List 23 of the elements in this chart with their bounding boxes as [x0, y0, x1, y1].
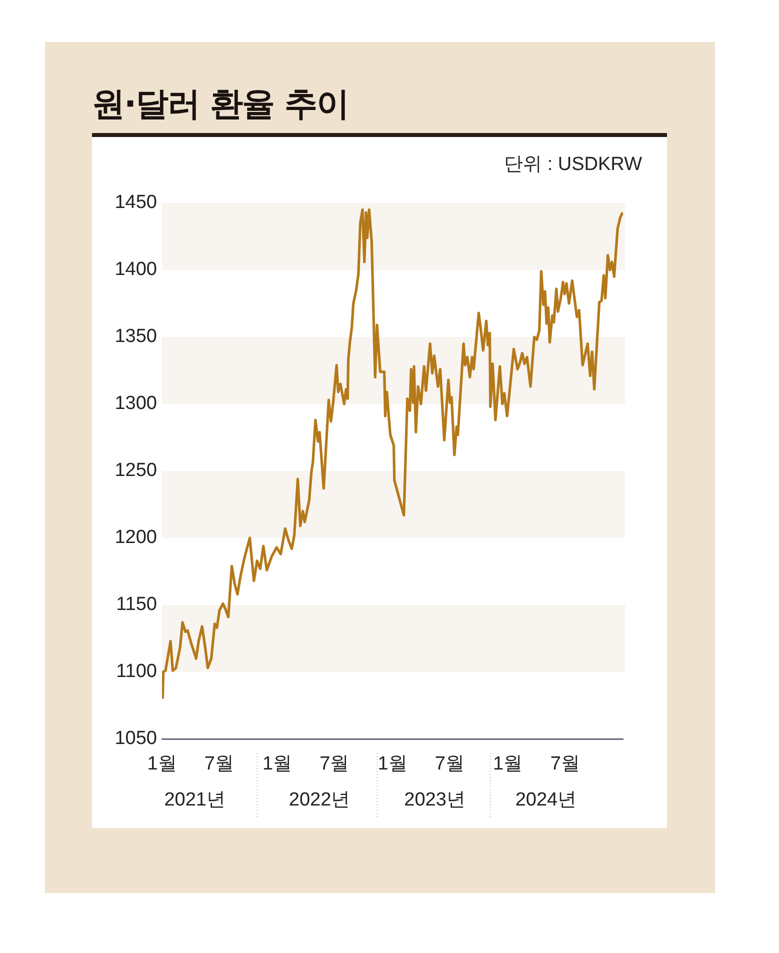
- y-tick-label: 1400: [114, 259, 157, 280]
- y-tick-label: 1450: [114, 192, 157, 214]
- y-tick-label: 1150: [116, 594, 157, 616]
- x-tick-label: 1월: [492, 754, 523, 775]
- x-tick-label: 7월: [320, 754, 350, 775]
- text: 단위 : USDKRW: [504, 153, 642, 177]
- x2-tick-label: 2023년: [404, 790, 466, 811]
- x-tick-label: 7월: [550, 754, 580, 775]
- x-tick-label: 1월: [262, 754, 292, 775]
- x-tick-label: 7월: [434, 754, 464, 775]
- y-tick-label: 1100: [116, 661, 157, 682]
- x2-tick-label: 2022년: [288, 790, 350, 811]
- y-tick-label: 1350: [114, 326, 157, 348]
- x-tick-label: 7월: [204, 754, 234, 775]
- chart-title: 원·달러 환율 추이: [92, 83, 349, 125]
- y-tick-label: 1300: [114, 393, 157, 414]
- y-tick-label: 1250: [114, 460, 157, 482]
- x-tick-label: 1월: [147, 754, 177, 775]
- y-tick-label: 1200: [114, 527, 157, 548]
- x2-tick-label: 2021년: [164, 790, 226, 811]
- x2-tick-label: 2024년: [515, 790, 577, 811]
- x-tick-label: 1월: [378, 754, 408, 775]
- y-tick-label: 1050: [114, 728, 157, 750]
